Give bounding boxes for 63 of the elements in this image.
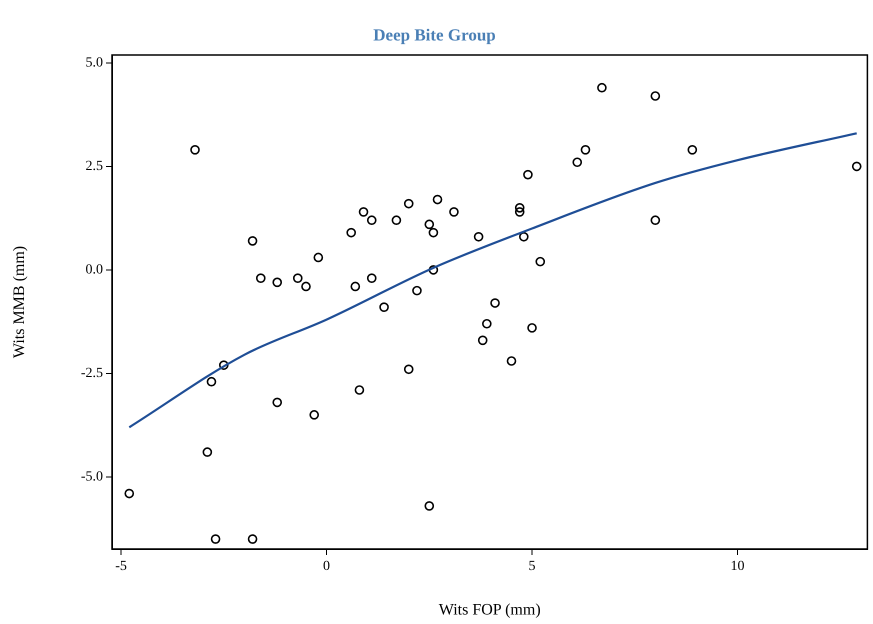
x-tick-label: -5 — [115, 559, 127, 574]
point — [272, 398, 282, 408]
y-tick-label: 0.0 — [86, 262, 103, 278]
point — [292, 273, 303, 283]
point — [650, 91, 660, 101]
point — [449, 207, 459, 217]
point — [527, 323, 537, 333]
point — [202, 447, 212, 457]
point — [424, 220, 434, 230]
x-tick-label: 10 — [730, 559, 745, 574]
point — [650, 215, 660, 226]
point — [490, 298, 500, 308]
point — [404, 364, 414, 374]
point — [366, 215, 377, 226]
point — [210, 534, 220, 544]
point — [428, 265, 438, 275]
point — [350, 282, 360, 292]
y-tick-label: 2.5 — [86, 159, 103, 174]
point — [218, 360, 229, 370]
point — [514, 207, 525, 217]
y-tick-label: -2.5 — [80, 366, 103, 382]
point — [354, 385, 364, 395]
point — [597, 82, 607, 93]
point — [424, 501, 434, 511]
point — [309, 410, 320, 420]
y-tick-label: -5.0 — [80, 470, 103, 485]
point — [535, 256, 546, 266]
chart-title: Deep Bite Group — [373, 26, 496, 45]
point — [379, 302, 389, 312]
x-tick-label: 5 — [528, 559, 536, 574]
y-axis-title: Wits MMB (mm) — [10, 246, 28, 358]
point — [572, 157, 582, 168]
point — [580, 145, 590, 155]
point — [519, 232, 529, 242]
point — [392, 215, 402, 226]
point — [301, 282, 311, 292]
point — [256, 273, 266, 283]
y-tick-label: 5.0 — [86, 56, 103, 71]
point — [474, 232, 484, 242]
point — [190, 145, 200, 155]
line-series — [128, 132, 858, 428]
point — [248, 534, 258, 544]
point — [482, 318, 492, 329]
point — [852, 162, 862, 172]
point — [514, 202, 525, 213]
point — [412, 286, 422, 296]
point — [523, 170, 533, 180]
point — [366, 273, 377, 283]
point — [346, 228, 356, 238]
point — [206, 376, 216, 387]
point — [404, 198, 414, 208]
point — [478, 336, 488, 346]
point — [432, 194, 442, 204]
point — [248, 236, 258, 246]
x-tick-label: 0 — [323, 559, 330, 574]
point — [314, 252, 324, 262]
point — [688, 145, 698, 155]
point — [428, 228, 438, 238]
point — [272, 278, 282, 288]
point — [506, 356, 516, 366]
x-axis-title: Wits FOP (mm) — [438, 602, 541, 619]
point — [124, 488, 134, 498]
point — [358, 207, 368, 217]
